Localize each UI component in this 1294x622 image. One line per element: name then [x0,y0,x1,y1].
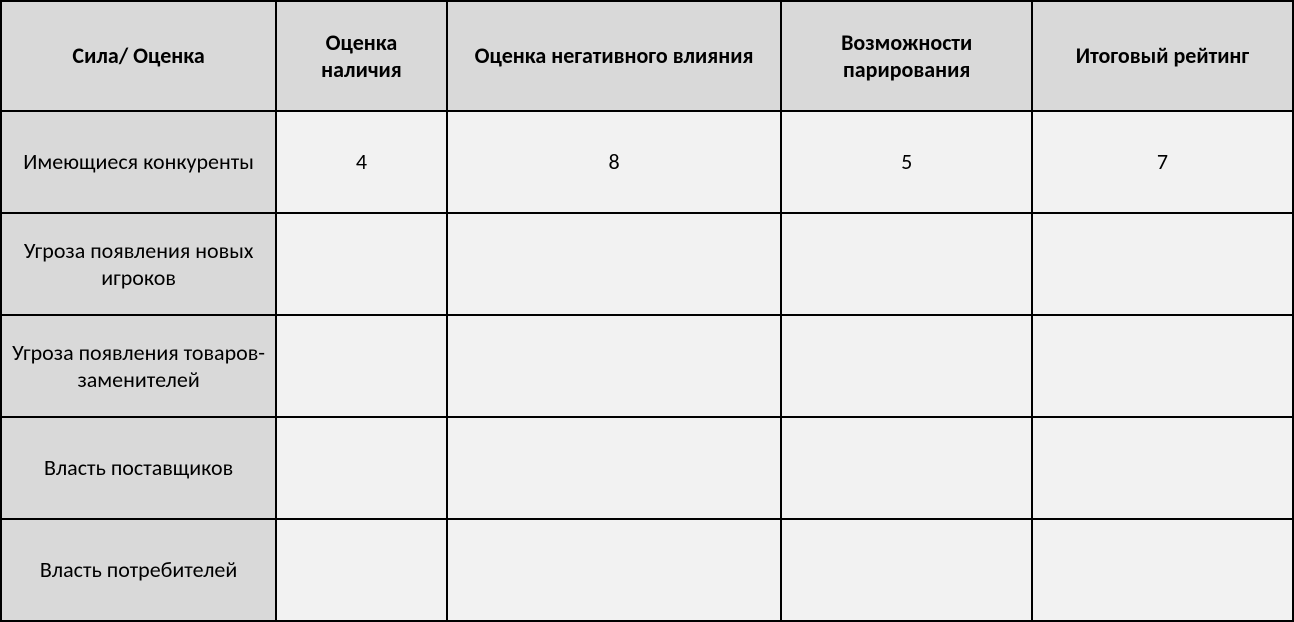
cell-value [447,213,782,315]
cell-value [447,519,782,621]
cell-value [276,519,447,621]
table-row: Власть потребителей [1,519,1293,621]
row-label-buyers: Власть потребителей [1,519,276,621]
cell-value [781,315,1032,417]
cell-value [781,417,1032,519]
cell-value: 4 [276,111,447,213]
table-header-row: Сила/ Оценка Оценка наличия Оценка негат… [1,1,1293,111]
table-row: Угроза появления товаров-заменителей [1,315,1293,417]
col-header-presence: Оценка наличия [276,1,447,111]
col-header-total: Итоговый рейтинг [1032,1,1293,111]
forces-rating-table: Сила/ Оценка Оценка наличия Оценка негат… [0,0,1294,622]
row-label-suppliers: Власть поставщиков [1,417,276,519]
cell-value [447,417,782,519]
cell-value [276,315,447,417]
row-label-substitutes: Угроза появления товаров-заменителей [1,315,276,417]
cell-value [1032,519,1293,621]
cell-value: 7 [1032,111,1293,213]
cell-value [276,417,447,519]
cell-value: 8 [447,111,782,213]
cell-value [276,213,447,315]
cell-value [781,213,1032,315]
forces-rating-table-container: Сила/ Оценка Оценка наличия Оценка негат… [0,0,1294,622]
row-label-competitors: Имеющиеся конкуренты [1,111,276,213]
col-header-parrying: Возможности парирования [781,1,1032,111]
cell-value [1032,315,1293,417]
col-header-negative: Оценка негативного влияния [447,1,782,111]
cell-value [1032,213,1293,315]
table-row: Власть поставщиков [1,417,1293,519]
table-row: Имеющиеся конкуренты 4 8 5 7 [1,111,1293,213]
cell-value [781,519,1032,621]
cell-value: 5 [781,111,1032,213]
col-header-force: Сила/ Оценка [1,1,276,111]
table-row: Угроза появления новых игроков [1,213,1293,315]
cell-value [1032,417,1293,519]
row-label-new-entrants: Угроза появления новых игроков [1,213,276,315]
cell-value [447,315,782,417]
